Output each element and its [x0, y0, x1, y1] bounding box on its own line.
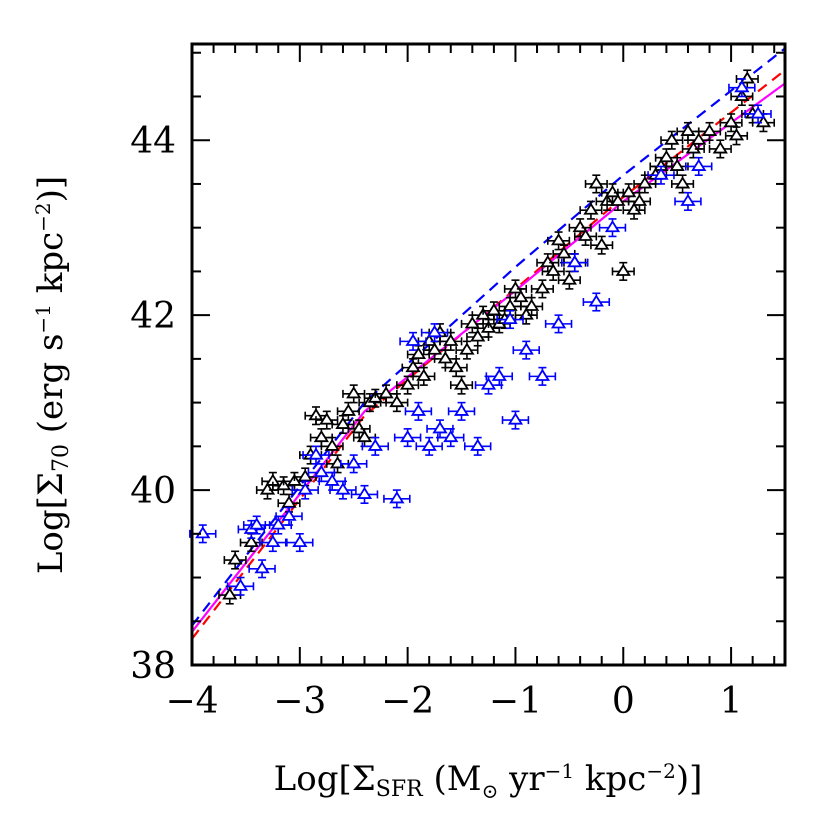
blue-data-point — [598, 218, 627, 238]
black-data-point — [530, 279, 554, 299]
black-data-point — [579, 200, 603, 220]
y-tick-label: 38 — [130, 646, 176, 687]
blue-data-point — [275, 506, 303, 526]
black-data-point — [627, 191, 652, 211]
x-tick-label: −4 — [165, 681, 218, 722]
blue-data-point — [339, 454, 368, 474]
black-data-point — [277, 493, 301, 513]
black-data-point — [520, 296, 544, 316]
black-data-point — [406, 344, 431, 365]
black-data-point — [336, 401, 360, 421]
blue-data-point — [728, 78, 756, 98]
blue-data-point — [329, 480, 357, 500]
red-fit-line — [191, 69, 786, 640]
x-tick-label: 1 — [720, 681, 743, 722]
black-data-point — [385, 393, 409, 413]
blue-data-point — [582, 292, 611, 312]
black-data-point — [660, 130, 684, 150]
blue-data-point — [561, 253, 589, 273]
blue-data-point — [302, 445, 330, 465]
black-data-point — [697, 121, 722, 142]
black-data-point — [455, 340, 479, 360]
blue-data-point — [501, 410, 530, 430]
y-tick-label: 40 — [130, 471, 176, 512]
blue-data-point — [226, 576, 255, 596]
blue-data-point — [447, 401, 476, 421]
black-data-point — [724, 126, 749, 146]
x-tick-label: −1 — [489, 681, 542, 722]
blue-data-point — [259, 533, 287, 553]
black-data-point — [546, 231, 571, 251]
black-data-point — [439, 331, 463, 351]
blue-data-point — [404, 401, 433, 421]
black-data-point — [396, 375, 420, 395]
blue-data-point — [685, 156, 713, 176]
blue-data-point — [744, 104, 772, 124]
black-data-point — [670, 174, 695, 194]
black-data-point — [320, 436, 344, 456]
blue-data-point — [463, 436, 492, 456]
tick-labels: −4 −3 −2 −1 0 1 38 40 42 44 — [130, 121, 742, 722]
blue-data-point — [496, 309, 524, 330]
blue-data-point — [674, 191, 702, 211]
y-tick-label: 42 — [130, 296, 176, 337]
black-data-point — [342, 384, 366, 404]
black-data-point — [449, 375, 474, 395]
black-data-point — [708, 139, 732, 159]
black-data-point — [255, 480, 280, 500]
blue-data-point — [383, 489, 411, 509]
black-data-point — [611, 261, 635, 281]
blue-data-point — [415, 436, 443, 456]
black-data-point — [223, 550, 247, 570]
black-data-point — [584, 174, 608, 194]
black-data-point — [412, 366, 436, 386]
blue-data-point — [512, 340, 540, 360]
blue-data-point — [544, 314, 573, 334]
black-data-point — [331, 414, 355, 435]
x-tick-label: −2 — [381, 681, 434, 722]
black-data-point — [573, 226, 598, 246]
blue-data-point — [291, 480, 319, 500]
plot-frame — [190, 42, 787, 667]
blue-data-point — [286, 533, 314, 553]
blue-data-point — [393, 428, 422, 448]
data-points — [189, 69, 776, 605]
blue-data-point — [350, 484, 379, 504]
x-tick-label: 0 — [612, 681, 635, 722]
blue-data-point — [248, 559, 276, 579]
blue-data-point — [399, 331, 427, 351]
black-data-point — [719, 113, 743, 133]
black-data-point — [541, 261, 565, 281]
blue-data-point — [528, 366, 557, 386]
blue-data-point — [361, 436, 390, 456]
x-tick-label: −3 — [273, 681, 326, 722]
blue-data-point — [420, 323, 449, 343]
black-data-point — [590, 235, 614, 255]
y-axis-label: Log[Σ70 (erg s−1 kpc−2)] — [31, 176, 74, 574]
y-tick-label: 44 — [130, 121, 176, 162]
blue-data-point — [485, 366, 514, 386]
x-axis-label: Log[ΣSFR (M⊙ yr−1 kpc−2)] — [274, 759, 703, 803]
blue-data-point — [189, 524, 217, 544]
axis-ticks — [191, 44, 785, 666]
blue-data-point — [647, 165, 675, 185]
black-data-point — [315, 410, 339, 430]
black-data-point — [557, 270, 581, 290]
blue-data-point — [437, 428, 465, 448]
